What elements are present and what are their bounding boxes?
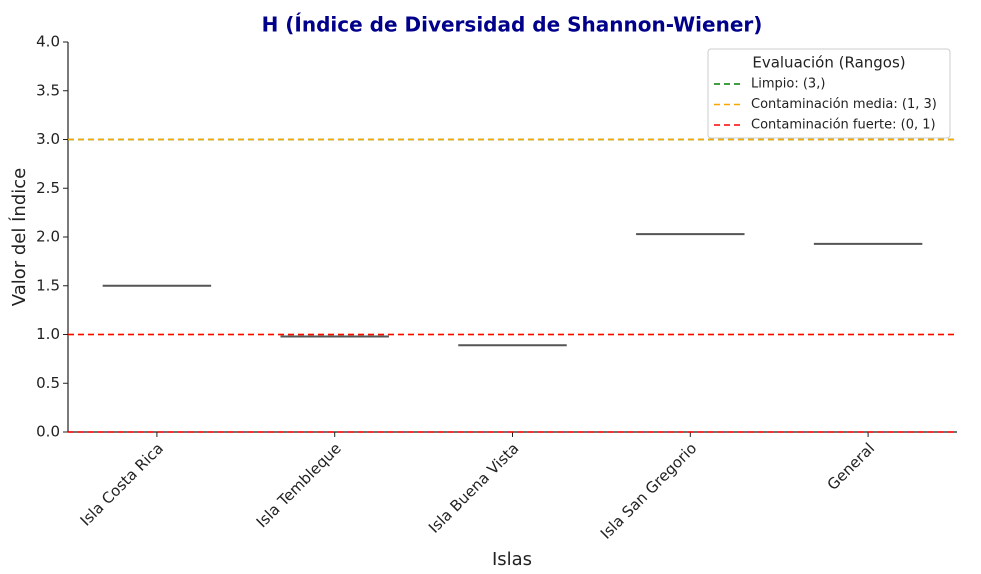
legend-label: Limpio: (3,) (751, 77, 825, 92)
y-tick-label: 0.5 (36, 374, 60, 392)
y-tick-label: 0.0 (36, 423, 60, 441)
x-tick-label: Isla San Gregorio (597, 439, 700, 542)
y-tick-label: 2.0 (36, 228, 60, 246)
y-tick-label: 1.0 (36, 325, 60, 343)
legend-label: Contaminación media: (1, 3) (751, 97, 937, 112)
y-tick-label: 2.5 (36, 179, 60, 197)
y-axis-title: Valor del Índice (8, 168, 30, 306)
legend-label: Contaminación fuerte: (0, 1) (751, 118, 936, 133)
legend-box (707, 48, 951, 139)
x-tick-label: Isla Buena Vista (425, 439, 522, 536)
x-tick-label: Isla Costa Rica (77, 439, 167, 529)
x-axis-title: Islas (492, 549, 532, 570)
y-tick-label: 1.5 (36, 276, 60, 294)
y-tick-label: 3.0 (36, 130, 60, 148)
y-tick-label: 3.5 (36, 81, 60, 99)
y-tick-label: 4.0 (36, 33, 60, 51)
legend-title: Evaluación (Rangos) (752, 54, 905, 72)
x-tick-label: Isla Tembleque (253, 439, 345, 531)
chart-title: H (Índice de Diversidad de Shannon-Wiene… (262, 13, 763, 37)
x-tick-label: General (824, 439, 879, 494)
